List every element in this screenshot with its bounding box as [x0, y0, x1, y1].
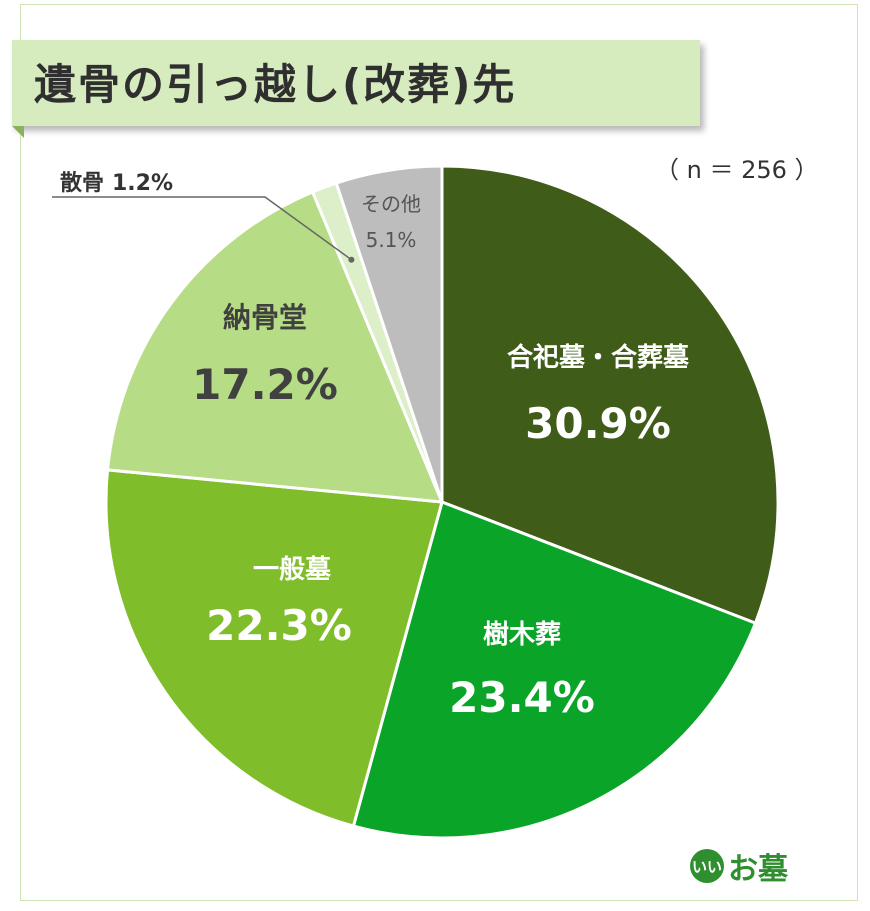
pie-slice-4 — [106, 190, 444, 504]
leader-line-slice-5 — [52, 196, 352, 261]
title-band-fold — [12, 126, 24, 138]
slice-label-2: 樹木葬 — [483, 620, 561, 650]
brand-logo: いい お墓 — [690, 848, 788, 887]
pie-slice-1 — [440, 164, 780, 625]
slice-label-1: 合祀墓・合葬墓 — [507, 342, 690, 373]
slice-label-5: 散骨 — [60, 171, 104, 196]
slice-value-1: 30.9% — [525, 399, 671, 448]
sample-size-label: （ n ＝ 256 ） — [655, 156, 819, 184]
slice-value-4: 17.2% — [192, 360, 338, 409]
brand-logo-text: お墓 — [728, 852, 788, 887]
leader-dot-slice-5 — [348, 256, 355, 263]
brand-logo-icon: いい — [690, 849, 724, 883]
slice-label-6: その他 — [361, 192, 421, 216]
pie-slice-2 — [351, 500, 757, 840]
slice-value-6: 5.1% — [366, 228, 417, 252]
slice-value-3: 22.3% — [206, 601, 352, 650]
chart-title: 遺骨の引っ越し(改葬)先 — [34, 60, 517, 109]
slice-value-2: 23.4% — [449, 673, 595, 722]
title-band — [12, 40, 700, 126]
slice-label-3: 一般墓 — [253, 555, 332, 585]
slice-label-4: 納骨堂 — [223, 301, 307, 334]
slice-value-5: 1.2% — [112, 171, 173, 196]
pie-slice-6 — [334, 164, 444, 504]
pie-slice-3 — [104, 468, 444, 828]
